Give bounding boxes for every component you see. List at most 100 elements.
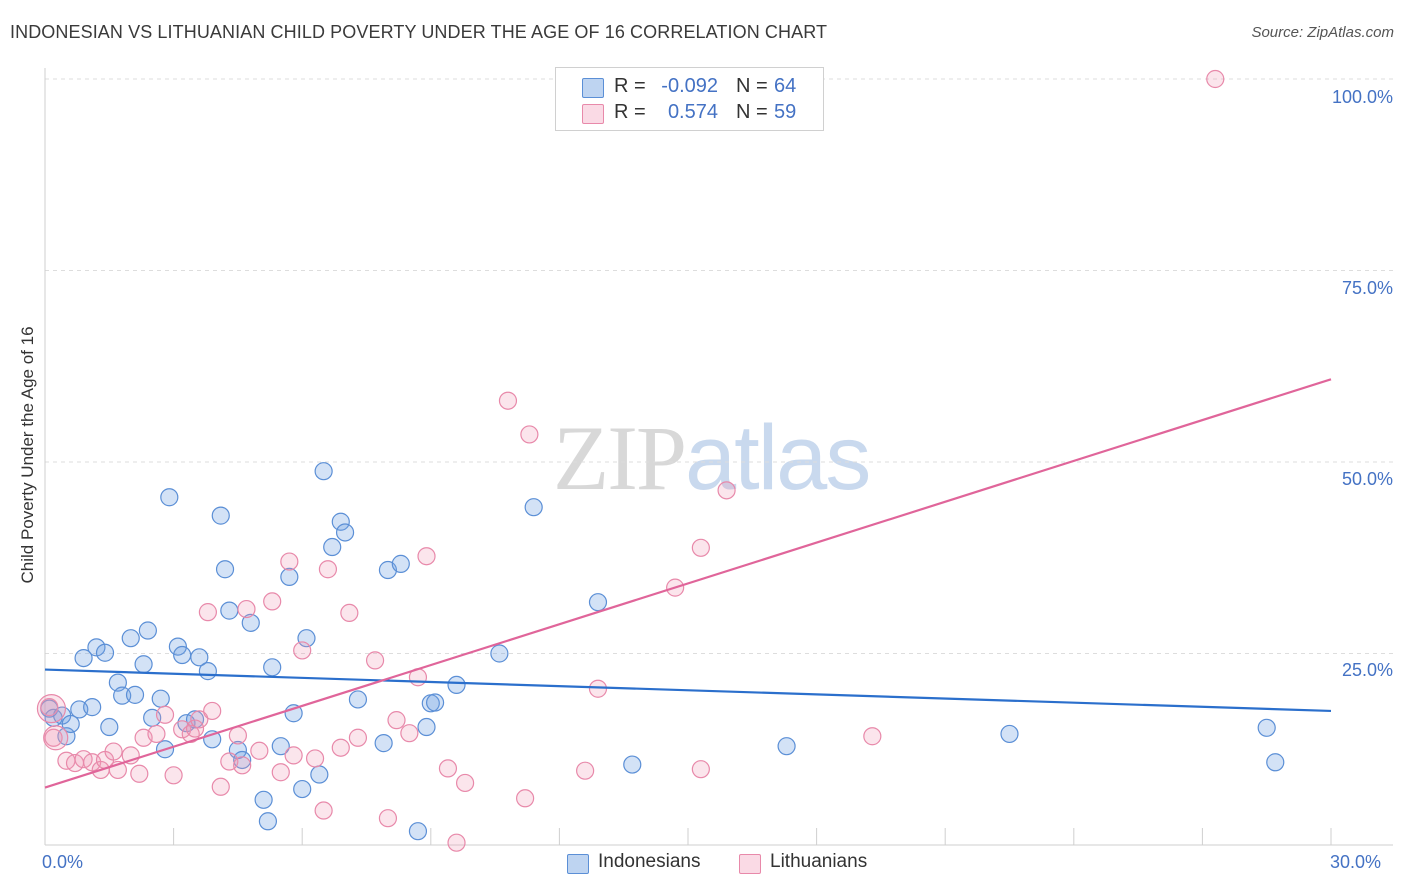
indonesians-point (777, 737, 796, 756)
indonesians-point (87, 638, 106, 657)
lithuanians-point (447, 833, 466, 852)
legend-row-indonesians: R = -0.092 N = 64 (556, 75, 823, 101)
lithuanians-point (863, 727, 882, 746)
legend-n-label: N = (736, 101, 768, 123)
lithuanians-point (438, 759, 458, 778)
lithuanians-point (155, 705, 175, 724)
lithuanians-point (173, 720, 192, 739)
indonesians-point (623, 755, 642, 774)
indonesians-point (215, 560, 235, 579)
indonesians-point (408, 822, 428, 841)
lithuanians-trend-line (44, 378, 1332, 789)
indonesians-point (100, 717, 119, 737)
lithuanians-point (233, 756, 252, 775)
lithuanians-legend-swatch (739, 854, 761, 874)
indonesians-point (588, 593, 608, 612)
lithuanians-point (271, 763, 290, 782)
y-tick-label-100: 100.0% (1331, 87, 1393, 107)
lithuanians-point (284, 746, 303, 765)
y-tick-label-25: 25.0% (1341, 660, 1393, 680)
indonesians-point (293, 779, 312, 799)
legend-n-value: 59 (774, 101, 797, 123)
lithuanians-point (1206, 69, 1225, 89)
indonesians-legend-swatch (567, 854, 589, 874)
lithuanians-point (348, 728, 368, 747)
lithuanians-point (691, 538, 710, 557)
indonesians-point (425, 693, 445, 712)
lithuanians-point (717, 481, 736, 500)
legend-r-value: -0.092 (661, 75, 718, 97)
lithuanians-point (314, 801, 333, 820)
lithuanians-point (318, 560, 338, 579)
indonesians-point (74, 648, 93, 668)
indonesians-point (198, 662, 217, 681)
indonesians-swatch (582, 78, 604, 98)
indonesians-point (151, 689, 170, 708)
indonesians-point (134, 655, 153, 674)
lithuanians-point (340, 603, 359, 623)
indonesians-point (374, 734, 393, 753)
indonesians-point (185, 710, 205, 729)
lithuanians-point (455, 773, 475, 793)
lithuanians-point (211, 777, 230, 796)
lithuanians-point (305, 749, 325, 768)
legend-r-label: R = (614, 101, 646, 123)
y-tick-label-50: 50.0% (1341, 469, 1393, 489)
indonesians-point (113, 686, 132, 705)
lithuanians-point (36, 694, 67, 724)
indonesians-point (160, 488, 179, 507)
indonesians-point (391, 554, 410, 573)
legend-r-value: 0.574 (667, 101, 718, 123)
lithuanians-point (400, 724, 419, 743)
indonesians-point (310, 765, 329, 784)
watermark-zip: ZIP (553, 407, 687, 509)
indonesians-point (95, 643, 115, 662)
lithuanians-point (516, 789, 535, 808)
indonesians-point (121, 629, 140, 648)
y-axis-label: Child Poverty Under the Age of 16 (18, 326, 37, 584)
indonesians-point (211, 506, 230, 525)
lithuanians-point (44, 728, 63, 747)
lithuanians-point (691, 760, 710, 779)
lithuanians-point (263, 592, 282, 611)
indonesians-point (138, 621, 157, 640)
lithuanians-point (280, 552, 299, 571)
indonesians-legend-label: Indonesians (598, 851, 701, 872)
indonesians-point (258, 812, 278, 831)
indonesians-point (447, 675, 466, 695)
indonesians-point (1000, 724, 1019, 744)
indonesians-point (125, 685, 145, 704)
indonesians-point (490, 644, 509, 663)
lithuanians-point (378, 809, 398, 828)
indonesians-point (335, 523, 355, 542)
indonesians-point (83, 698, 102, 717)
lithuanians-swatch (582, 104, 604, 124)
indonesians-point (61, 714, 80, 734)
legend-row-lithuanians: R = 0.574 N = 59 (556, 101, 823, 127)
indonesians-point (1257, 718, 1276, 737)
lithuanians-legend-label: Lithuanians (770, 851, 868, 872)
lithuanians-point (498, 391, 518, 410)
lithuanians-point (147, 724, 166, 744)
lithuanians-point (250, 741, 269, 760)
y-tick-label-75: 75.0% (1341, 278, 1393, 298)
indonesians-point (1266, 753, 1285, 772)
lithuanians-point (576, 761, 595, 780)
lithuanians-point (417, 547, 436, 566)
lithuanians-point (237, 599, 256, 619)
lithuanians-point (331, 738, 350, 757)
indonesians-point (168, 637, 187, 656)
correlation-legend: R = -0.092 N = 64 R = 0.574 N = 59 (555, 67, 824, 131)
lithuanians-point (40, 698, 59, 717)
x-tick-label-0: 0.0% (42, 852, 84, 872)
legend-r-label: R = (614, 75, 646, 97)
indonesians-point (254, 790, 273, 809)
lithuanians-point (203, 701, 222, 721)
indonesians-point (323, 537, 342, 557)
lithuanians-point (185, 719, 205, 738)
legend-n-value: 64 (774, 75, 797, 97)
x-tick-label-30: 30.0% (1330, 852, 1382, 872)
indonesians-point (331, 512, 350, 531)
indonesians-point (271, 737, 290, 756)
